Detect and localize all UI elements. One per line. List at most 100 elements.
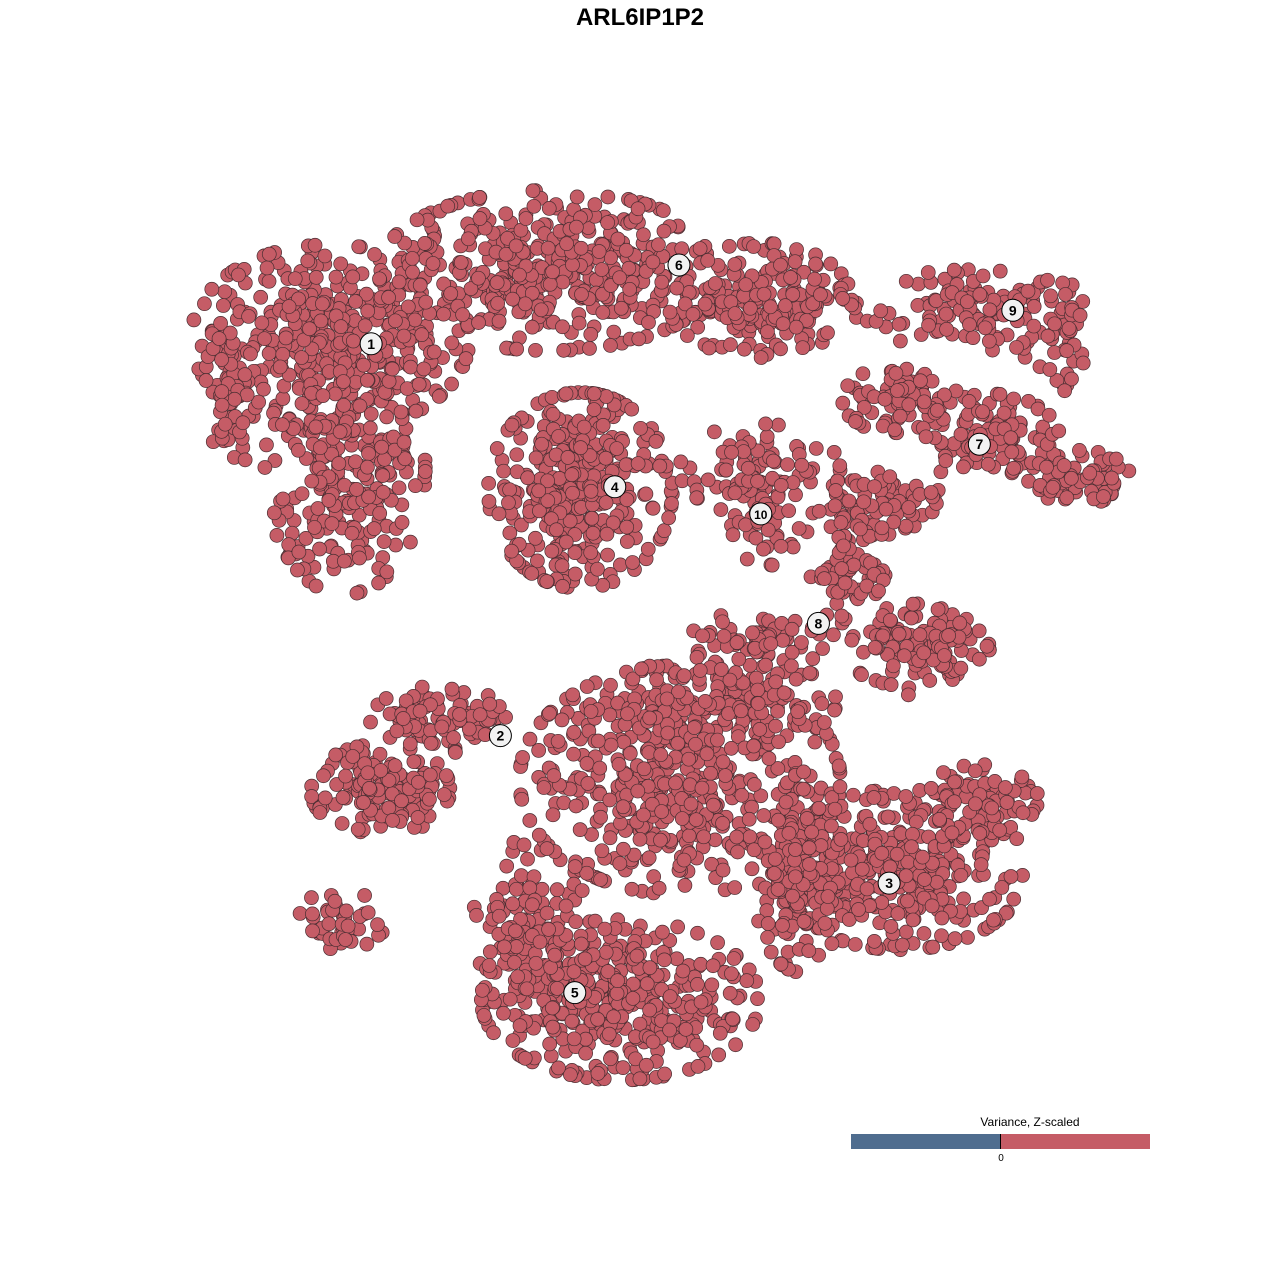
data-point — [847, 937, 863, 952]
data-point — [739, 551, 755, 567]
data-point — [801, 943, 817, 959]
chart-title: ARL6IP1P2 — [575, 4, 705, 31]
data-point — [841, 493, 857, 509]
data-point — [407, 312, 423, 328]
data-point — [962, 317, 977, 332]
data-point — [796, 914, 812, 929]
data-point — [540, 473, 555, 489]
data-point — [508, 238, 524, 254]
data-point — [359, 936, 375, 952]
data-point — [668, 775, 683, 791]
data-point — [549, 981, 565, 996]
data-point — [416, 361, 432, 377]
data-point — [671, 684, 686, 700]
data-point — [676, 668, 692, 683]
data-point — [217, 284, 233, 300]
data-point — [636, 227, 651, 243]
data-point — [532, 934, 548, 950]
data-point — [1009, 340, 1024, 355]
data-point — [661, 510, 677, 526]
data-point — [304, 890, 319, 905]
data-point — [482, 696, 498, 712]
data-point — [315, 388, 331, 403]
data-point — [356, 357, 371, 373]
data-point — [292, 906, 308, 921]
data-point — [688, 736, 703, 752]
data-point — [916, 926, 932, 941]
data-point — [799, 811, 815, 826]
data-point — [763, 636, 779, 652]
data-point — [802, 857, 817, 872]
cluster-label-1: 1 — [359, 332, 383, 356]
data-point — [746, 239, 761, 254]
data-point — [439, 768, 454, 783]
data-point — [197, 296, 212, 312]
data-point — [545, 1000, 560, 1016]
data-point — [785, 287, 801, 302]
data-point — [583, 327, 599, 342]
data-point — [520, 470, 536, 486]
data-point — [227, 391, 242, 407]
data-point — [349, 585, 365, 601]
data-point — [657, 1066, 673, 1082]
points — [186, 183, 1137, 1088]
data-point — [992, 386, 1008, 402]
data-point — [645, 500, 661, 516]
data-point — [715, 816, 730, 831]
data-point — [760, 324, 775, 340]
data-point — [489, 441, 505, 456]
data-point — [965, 330, 981, 346]
data-point — [349, 482, 364, 497]
data-point — [771, 417, 786, 433]
data-point — [753, 788, 769, 804]
data-point — [1064, 470, 1079, 486]
data-point — [807, 734, 823, 750]
data-point — [1059, 343, 1075, 358]
data-point — [291, 544, 307, 560]
data-point — [711, 1047, 727, 1063]
data-point — [531, 483, 547, 499]
data-point — [1051, 423, 1067, 439]
data-point — [481, 493, 497, 509]
data-point — [638, 486, 654, 502]
data-point — [726, 951, 742, 966]
data-point — [372, 271, 387, 287]
data-point — [498, 246, 514, 262]
data-point — [689, 490, 705, 506]
data-point — [517, 296, 533, 312]
data-point — [602, 792, 618, 808]
data-point — [328, 747, 344, 763]
data-point — [1061, 321, 1077, 336]
data-point — [294, 350, 309, 365]
data-point — [867, 640, 883, 655]
data-point — [522, 813, 538, 828]
data-point — [359, 286, 374, 302]
data-point — [956, 891, 971, 907]
data-point — [724, 444, 739, 460]
data-point — [362, 420, 378, 436]
data-point — [261, 246, 277, 262]
data-point — [216, 298, 231, 313]
data-point — [1029, 786, 1045, 801]
data-point — [1040, 328, 1056, 344]
data-point — [823, 256, 839, 272]
data-point — [750, 473, 765, 489]
data-point — [579, 756, 595, 771]
data-point — [692, 663, 708, 678]
data-point — [528, 450, 544, 466]
data-point — [573, 440, 588, 455]
data-point — [741, 811, 757, 827]
data-point — [770, 882, 786, 897]
data-point — [526, 198, 542, 214]
data-point — [422, 767, 438, 783]
data-point — [1006, 391, 1022, 407]
data-point — [388, 313, 403, 329]
data-point — [600, 215, 615, 230]
data-point — [947, 794, 962, 810]
data-point — [690, 925, 705, 941]
data-point — [654, 274, 670, 290]
data-point — [980, 456, 996, 472]
data-point — [502, 482, 517, 498]
data-point — [556, 795, 572, 811]
data-point — [651, 880, 667, 896]
